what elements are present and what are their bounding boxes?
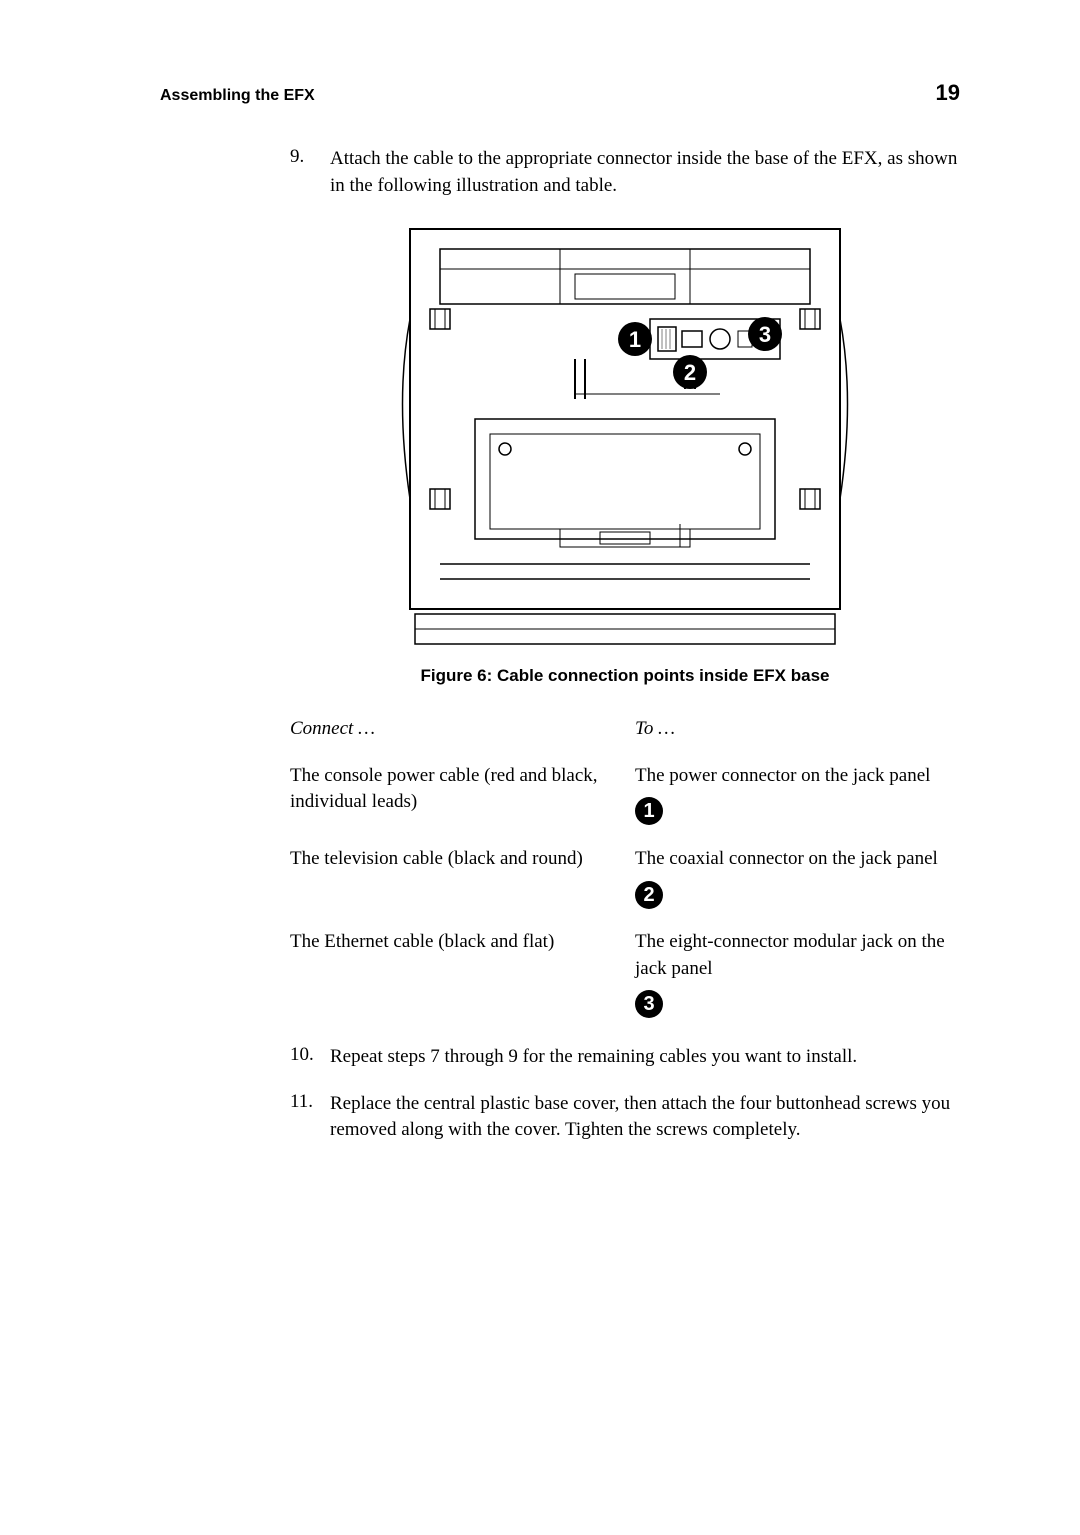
step-9-text: Attach the cable to the appropriate conn… bbox=[330, 146, 960, 199]
step-10-number: 10. bbox=[290, 1044, 330, 1071]
efx-base-diagram: 1 2 3 bbox=[400, 219, 850, 649]
figure-6: 1 2 3 Figure 6: Cable connection points … bbox=[290, 219, 960, 686]
table-cell-left: The Ethernet cable (black and flat) bbox=[290, 929, 635, 1019]
table-cell-right-text: The power connector on the jack panel bbox=[635, 765, 930, 786]
svg-text:1: 1 bbox=[629, 327, 641, 352]
step-9: 9. Attach the cable to the appropriate c… bbox=[290, 146, 960, 199]
table-header-row: Connect … To … bbox=[290, 716, 960, 743]
main-content: 9. Attach the cable to the appropriate c… bbox=[290, 146, 960, 1144]
table-header-connect: Connect … bbox=[290, 716, 635, 743]
step-11-text: Replace the central plastic base cover, … bbox=[330, 1091, 960, 1144]
step-10-text: Repeat steps 7 through 9 for the remaini… bbox=[330, 1044, 857, 1071]
callout-icon-3: 3 bbox=[635, 990, 663, 1018]
step-11-number: 11. bbox=[290, 1091, 330, 1144]
table-cell-right-text: The coaxial connector on the jack panel bbox=[635, 848, 938, 869]
page-number: 19 bbox=[936, 80, 960, 106]
connection-table: Connect … To … The console power cable (… bbox=[290, 716, 960, 1019]
table-cell-right: The eight-connector modular jack on the … bbox=[635, 929, 960, 1019]
table-row: The television cable (black and round) T… bbox=[290, 846, 960, 909]
step-11: 11. Replace the central plastic base cov… bbox=[290, 1091, 960, 1144]
table-cell-left: The console power cable (red and black, … bbox=[290, 763, 635, 826]
table-cell-right: The coaxial connector on the jack panel … bbox=[635, 846, 960, 909]
step-10: 10. Repeat steps 7 through 9 for the rem… bbox=[290, 1044, 960, 1071]
table-cell-right: The power connector on the jack panel 1 bbox=[635, 763, 960, 826]
callout-icon-2: 2 bbox=[635, 881, 663, 909]
table-cell-right-text: The eight-connector modular jack on the … bbox=[635, 931, 945, 979]
table-header-to: To … bbox=[635, 716, 960, 743]
section-title: Assembling the EFX bbox=[160, 87, 315, 105]
table-row: The Ethernet cable (black and flat) The … bbox=[290, 929, 960, 1019]
table-cell-left: The television cable (black and round) bbox=[290, 846, 635, 909]
svg-text:3: 3 bbox=[759, 322, 771, 347]
table-row: The console power cable (red and black, … bbox=[290, 763, 960, 826]
page-header: Assembling the EFX 19 bbox=[160, 80, 960, 106]
svg-text:2: 2 bbox=[684, 360, 696, 385]
figure-6-caption: Figure 6: Cable connection points inside… bbox=[290, 666, 960, 686]
step-9-number: 9. bbox=[290, 146, 330, 199]
callout-icon-1: 1 bbox=[635, 797, 663, 825]
